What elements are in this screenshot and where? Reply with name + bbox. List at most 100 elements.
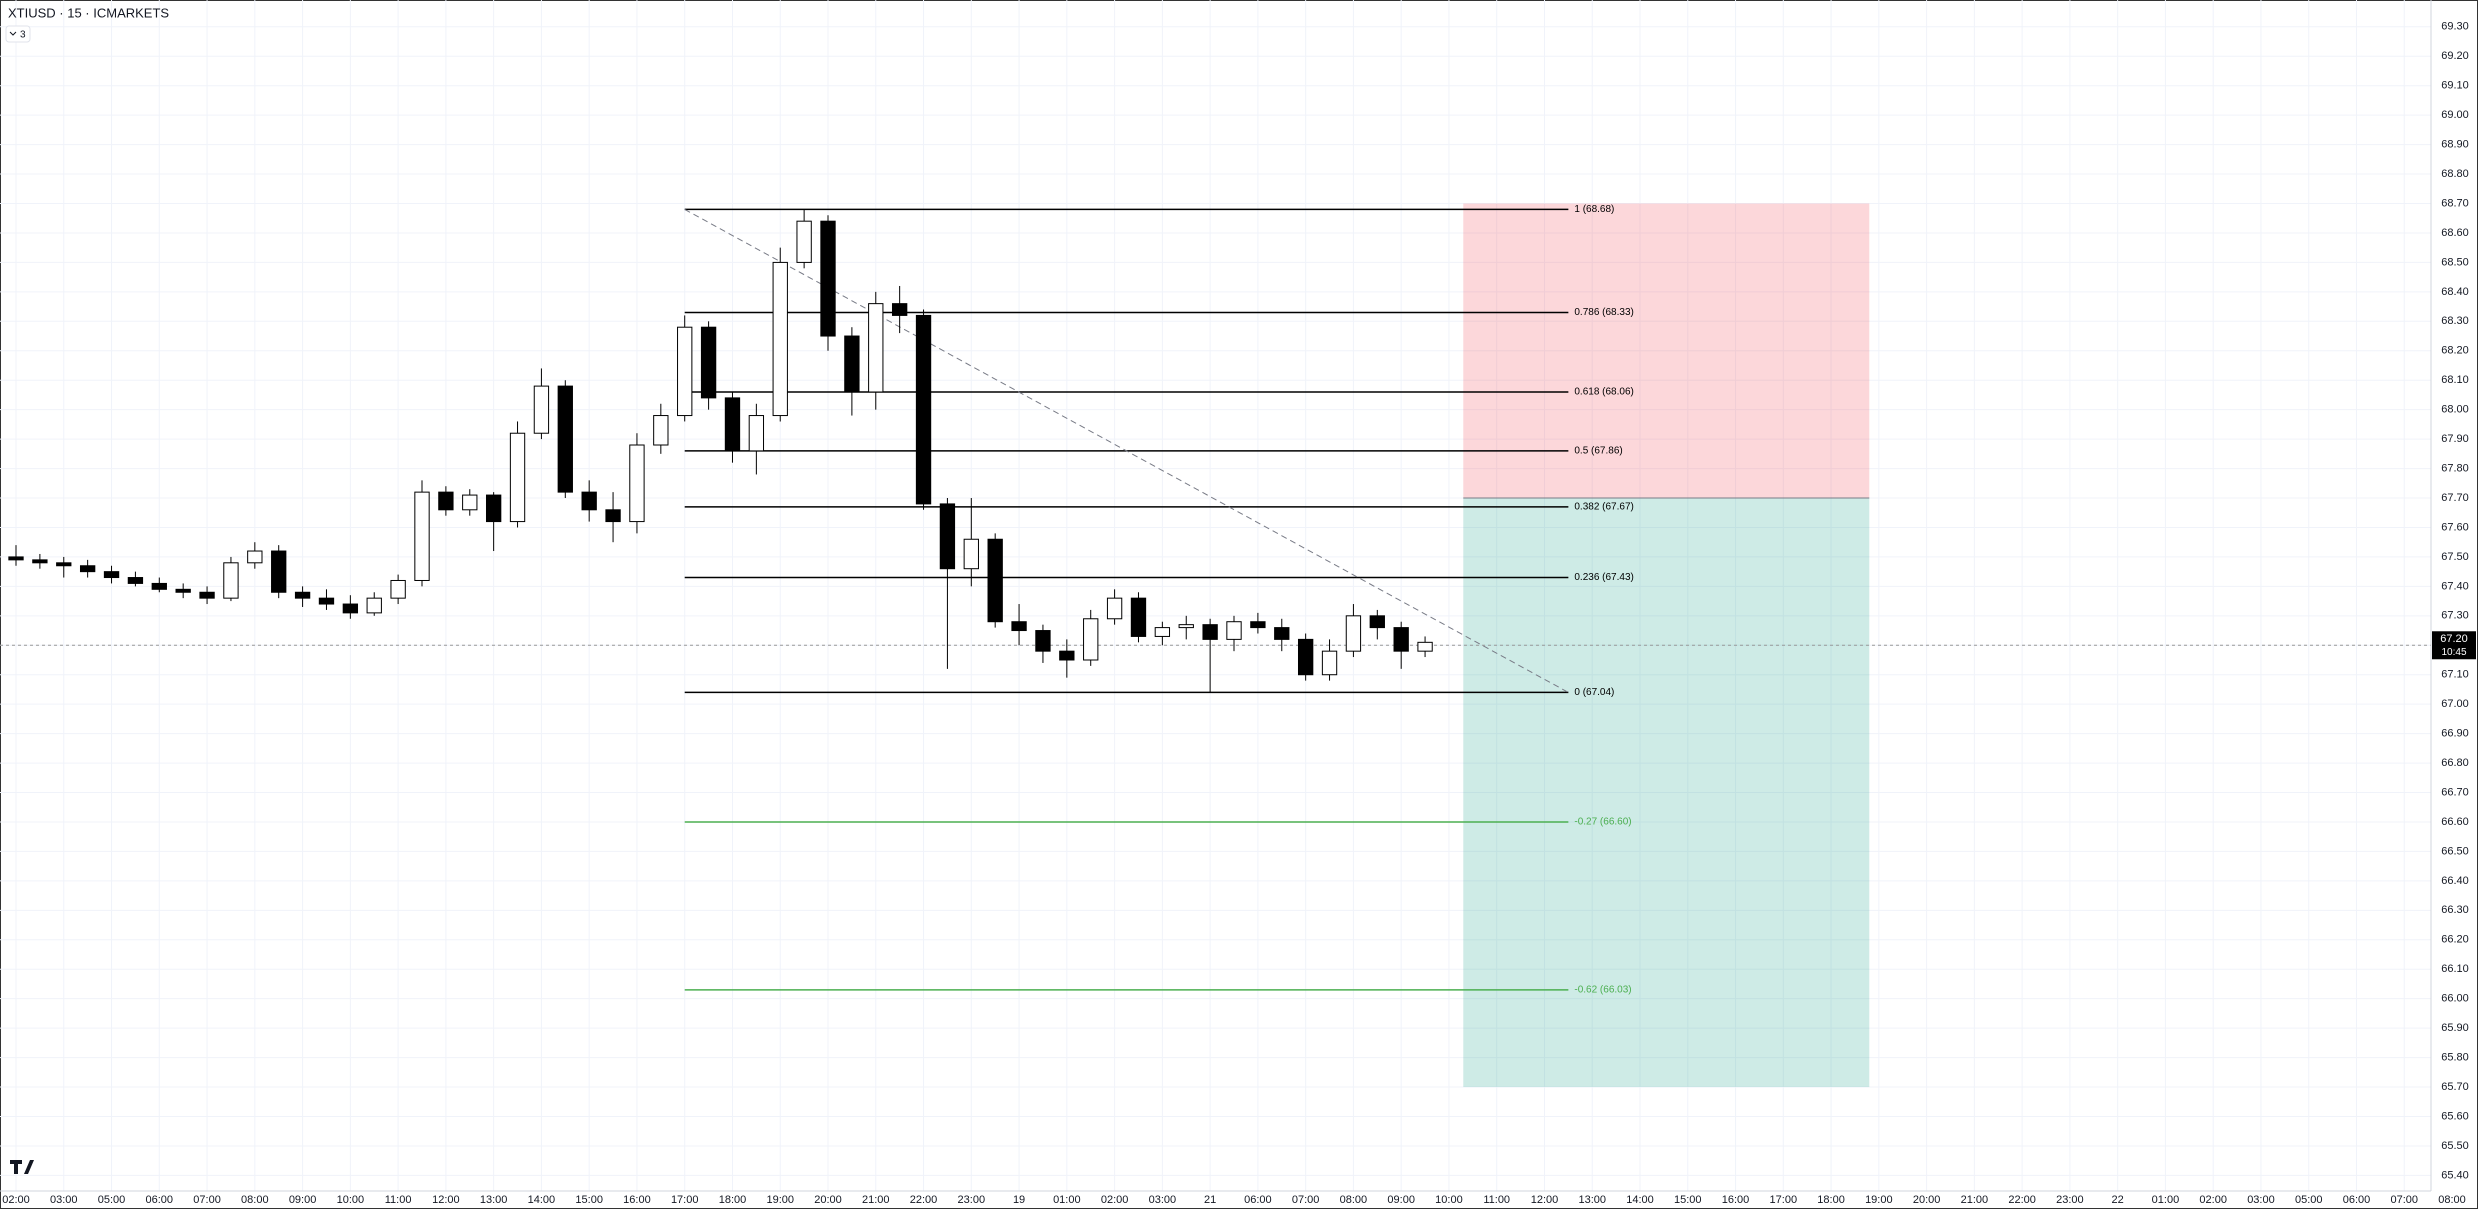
candle-body: [1083, 618, 1099, 661]
candle-body: [1226, 621, 1242, 640]
candle-body: [32, 559, 48, 564]
x-tick-label: 06:00: [146, 1194, 174, 1206]
x-tick-label: 01:00: [1053, 1194, 1081, 1206]
y-tick-label: 68.80: [2441, 168, 2469, 180]
x-tick-label: 03:00: [1149, 1194, 1177, 1206]
candle-body: [1297, 638, 1314, 676]
x-tick-label: 01:00: [2152, 1194, 2180, 1206]
x-tick-label: 07:00: [193, 1194, 221, 1206]
x-tick-label: 10:00: [1435, 1194, 1463, 1206]
fib-label: 0.236 (67.43): [1574, 572, 1634, 583]
x-tick-label: 02:00: [2199, 1194, 2227, 1206]
y-tick-label: 67.00: [2441, 698, 2469, 710]
candle-body: [366, 597, 382, 614]
y-tick-label: 66.70: [2441, 786, 2469, 798]
y-tick-label: 66.30: [2441, 904, 2469, 916]
x-tick-label: 21: [1204, 1194, 1216, 1206]
x-tick-label: 19: [1013, 1194, 1025, 1206]
y-tick-label: 69.30: [2441, 21, 2469, 33]
candles: [8, 209, 1433, 693]
x-tick-label: 14:00: [1626, 1194, 1654, 1206]
x-tick-label: 18:00: [719, 1194, 747, 1206]
y-tick-label: 67.40: [2441, 580, 2469, 592]
fib-label: 0.382 (67.67): [1574, 501, 1634, 512]
last-price-label: 67.20: [2440, 633, 2468, 645]
x-tick-label: 02:00: [2, 1194, 30, 1206]
x-tick-label: 19:00: [766, 1194, 794, 1206]
axes: 65.40 65.50 65.60 65.70 65.80 65.90 66.00 66.10…: [2, 21, 2476, 1206]
chart-title: XTIUSD · 15 · ICMARKETS: [8, 5, 169, 20]
candle-body: [103, 571, 120, 579]
x-tick-label: 22: [2112, 1194, 2124, 1206]
x-tick-label: 06:00: [2343, 1194, 2371, 1206]
x-tick-label: 20:00: [814, 1194, 842, 1206]
y-tick-label: 66.00: [2441, 993, 2469, 1005]
y-tick-label: 65.90: [2441, 1022, 2469, 1034]
y-tick-label: 66.80: [2441, 757, 2469, 769]
stop-zone: [1463, 203, 1870, 499]
x-tick-label: 17:00: [671, 1194, 699, 1206]
x-tick-label: 16:00: [1722, 1194, 1750, 1206]
y-tick-label: 67.80: [2441, 462, 2469, 474]
candle-body: [581, 491, 597, 511]
candle-body: [1178, 624, 1194, 629]
x-tick-label: 13:00: [1578, 1194, 1606, 1206]
candle-body: [56, 562, 72, 567]
fib-label: 0.618 (68.06): [1574, 387, 1634, 398]
x-tick-label: 18:00: [1817, 1194, 1845, 1206]
x-tick-label: 17:00: [1770, 1194, 1798, 1206]
x-tick-label: 13:00: [480, 1194, 508, 1206]
candle-body: [724, 397, 741, 452]
y-tick-label: 69.10: [2441, 80, 2469, 92]
candle-body: [1106, 597, 1123, 620]
candle-body: [891, 303, 908, 316]
candle-body: [557, 385, 573, 493]
fib-trend-line: [684, 208, 1569, 693]
y-tick-label: 68.90: [2441, 139, 2469, 151]
y-tick-label: 65.80: [2441, 1051, 2469, 1063]
y-tick-label: 67.60: [2441, 521, 2469, 533]
candle-body: [1154, 627, 1171, 637]
x-tick-label: 22:00: [910, 1194, 938, 1206]
y-tick-label: 69.20: [2441, 50, 2469, 62]
x-tick-label: 05:00: [98, 1194, 126, 1206]
x-tick-label: 06:00: [1244, 1194, 1272, 1206]
x-tick-label: 21:00: [862, 1194, 890, 1206]
candle-body: [677, 326, 693, 417]
grid: [0, 0, 2431, 1191]
x-tick-label: 02:00: [1101, 1194, 1129, 1206]
x-tick-label: 05:00: [2295, 1194, 2323, 1206]
y-tick-label: 67.10: [2441, 669, 2469, 681]
candle-body: [653, 415, 669, 446]
y-tick-label: 65.70: [2441, 1081, 2469, 1093]
indicator-count[interactable]: 3: [20, 30, 26, 41]
indicator-toggle[interactable]: [5, 25, 31, 43]
candle-body: [1369, 615, 1385, 629]
x-tick-label: 15:00: [1674, 1194, 1702, 1206]
x-tick-label: 03:00: [2247, 1194, 2275, 1206]
candle-body: [271, 550, 287, 593]
x-tick-label: 21:00: [1961, 1194, 1989, 1206]
candle-body: [390, 579, 406, 599]
candle-body: [820, 220, 836, 337]
x-tick-label: 16:00: [623, 1194, 651, 1206]
y-tick-label: 68.10: [2441, 374, 2469, 386]
candle-body: [605, 509, 621, 523]
candle-body: [294, 591, 311, 599]
candle-body: [1035, 630, 1051, 652]
candle-body: [796, 220, 812, 263]
candle-body: [1321, 650, 1338, 676]
y-tick-label: 67.30: [2441, 610, 2469, 622]
y-tick-label: 68.70: [2441, 197, 2469, 209]
x-tick-label: 07:00: [1292, 1194, 1320, 1206]
x-tick-label: 11:00: [1483, 1194, 1510, 1206]
chevron-icon: [9, 31, 17, 36]
x-tick-label: 14:00: [528, 1194, 556, 1206]
candle-body: [700, 326, 717, 399]
y-tick-label: 65.40: [2441, 1169, 2469, 1181]
candle-body: [318, 597, 335, 605]
y-tick-label: 66.20: [2441, 934, 2469, 946]
candle-body: [199, 591, 215, 599]
x-tick-label: 11:00: [385, 1194, 412, 1206]
fib-label: -0.62 (66.03): [1574, 984, 1631, 995]
